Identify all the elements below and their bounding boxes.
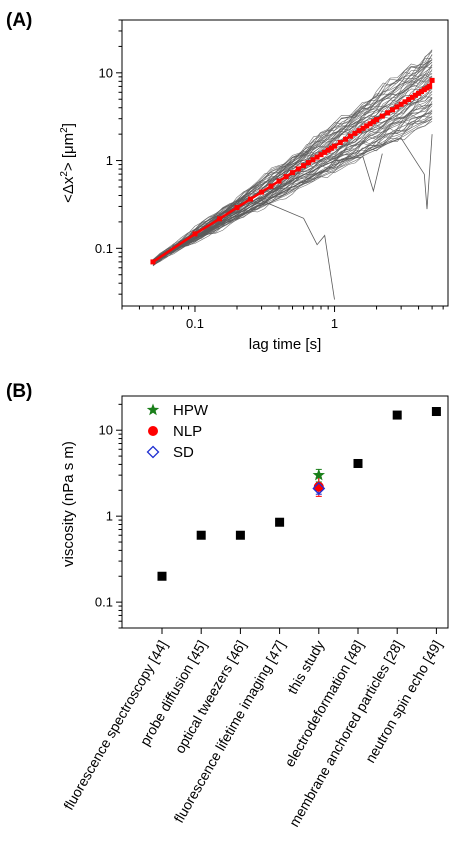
- mean-msd-point: [419, 88, 425, 94]
- mean-msd-point: [318, 152, 324, 158]
- mean-msd-point: [328, 145, 334, 151]
- panel-a: (A) 0.1 1 0.1 1 10 lag time [s] <Δx2> [μm2]: [6, 10, 449, 353]
- legend-entry: HPW: [173, 402, 209, 419]
- mean-msd-point: [290, 170, 296, 176]
- y-tick-label: 10: [99, 65, 113, 80]
- mean-msd-point: [259, 189, 265, 195]
- mean-msd-point: [248, 196, 254, 202]
- panel-a-label: (A): [6, 10, 32, 31]
- mean-msd-point: [332, 143, 338, 149]
- mean-msd-point: [370, 119, 376, 125]
- category-label: neutron spin echo [49]: [362, 638, 445, 766]
- msd-trajectory: [152, 51, 433, 264]
- mean-msd-point: [421, 87, 427, 93]
- mean-msd-point: [310, 157, 316, 163]
- viscosity-point: [157, 571, 167, 581]
- msd-trajectory: [152, 66, 433, 262]
- x-tick-label: 0.1: [186, 316, 204, 331]
- mean-msd-point: [295, 166, 301, 172]
- legend-marker: [146, 403, 160, 416]
- panel-b-category-labels: fluorescence spectroscopy [44]probe diff…: [60, 638, 445, 830]
- mean-msd-point: [192, 231, 198, 237]
- mean-msd-point: [347, 133, 353, 139]
- mean-msd-point: [352, 130, 358, 136]
- msd-trajectory: [152, 103, 433, 261]
- mean-msd-point: [406, 97, 412, 103]
- mean-msd-point: [367, 121, 373, 127]
- msd-trajectory-outlier: [152, 200, 335, 300]
- mean-msd-point: [337, 140, 343, 146]
- msd-trajectory-outlier: [152, 134, 433, 263]
- viscosity-point: [353, 458, 363, 468]
- mean-msd-point: [402, 99, 408, 105]
- mean-msd-point: [412, 92, 418, 98]
- category-label: this study: [284, 638, 327, 697]
- panel-b-legend: HPW NLP SD: [146, 402, 209, 461]
- mean-msd-point: [389, 107, 395, 113]
- y-tick-label: 1: [106, 153, 113, 168]
- viscosity-points: [157, 407, 441, 581]
- mean-msd-point: [416, 90, 422, 96]
- mean-msd-series: [150, 77, 435, 265]
- panel-a-plot-frame: [121, 19, 449, 307]
- mean-msd-point: [385, 110, 391, 116]
- mean-msd-point: [305, 160, 311, 166]
- mean-msd-point: [283, 174, 289, 180]
- viscosity-point: [431, 407, 441, 417]
- x-tick-label: 1: [331, 316, 338, 331]
- series-point: [312, 468, 325, 481]
- mean-msd-point: [429, 77, 435, 83]
- viscosity-point: [275, 517, 285, 527]
- mean-msd-point: [343, 136, 349, 142]
- mean-msd-point: [364, 123, 370, 129]
- mean-msd-point: [234, 205, 240, 211]
- mean-msd-point: [217, 216, 223, 222]
- category-label: optical tweezers [46]: [171, 638, 249, 757]
- viscosity-point: [235, 530, 245, 540]
- mean-msd-point: [394, 104, 400, 110]
- mean-msd-point: [424, 85, 430, 91]
- mean-msd-point: [360, 125, 366, 131]
- legend-entry: SD: [173, 444, 194, 461]
- mean-msd-point: [268, 183, 274, 189]
- y-tick-label: 10: [99, 423, 113, 438]
- y-tick-label: 0.1: [95, 595, 113, 610]
- panel-b-y-axis-title: viscosity (nPa s m): [60, 441, 77, 567]
- legend-entry: NLP: [173, 423, 202, 440]
- mean-msd-point: [379, 113, 385, 119]
- msd-trajectory: [152, 49, 433, 262]
- panel-a-x-axis-title: lag time [s]: [249, 336, 322, 353]
- mean-msd-point: [427, 83, 433, 89]
- y-tick-label: 0.1: [95, 241, 113, 256]
- mean-msd-point: [409, 94, 415, 100]
- mean-msd-point: [301, 163, 307, 169]
- panel-b-plot-frame: [121, 395, 449, 629]
- series-point: [313, 481, 324, 492]
- viscosity-point: [196, 530, 206, 540]
- legend-marker: [148, 426, 158, 436]
- mean-msd-point: [314, 154, 320, 160]
- panel-a-axes: 0.1 1 0.1 1 10: [95, 19, 444, 331]
- legend-marker: [146, 445, 160, 459]
- panel-a-y-axis-title: <Δx2> [μm2]: [59, 123, 77, 203]
- mean-msd-point: [356, 128, 362, 134]
- msd-trajectory: [152, 50, 433, 261]
- panel-b-axes: 0.1 1 10: [95, 403, 437, 634]
- panel-b-label: (B): [6, 381, 32, 402]
- mean-msd-point: [322, 149, 328, 155]
- mean-msd-point: [150, 259, 156, 265]
- y-tick-label: 1: [106, 509, 113, 524]
- viscosity-point: [392, 410, 402, 420]
- mean-msd-point: [374, 117, 380, 123]
- series-point: [312, 482, 326, 495]
- mean-msd-point: [276, 178, 282, 184]
- mean-msd-point: [398, 101, 404, 107]
- mean-msd-point: [325, 147, 331, 153]
